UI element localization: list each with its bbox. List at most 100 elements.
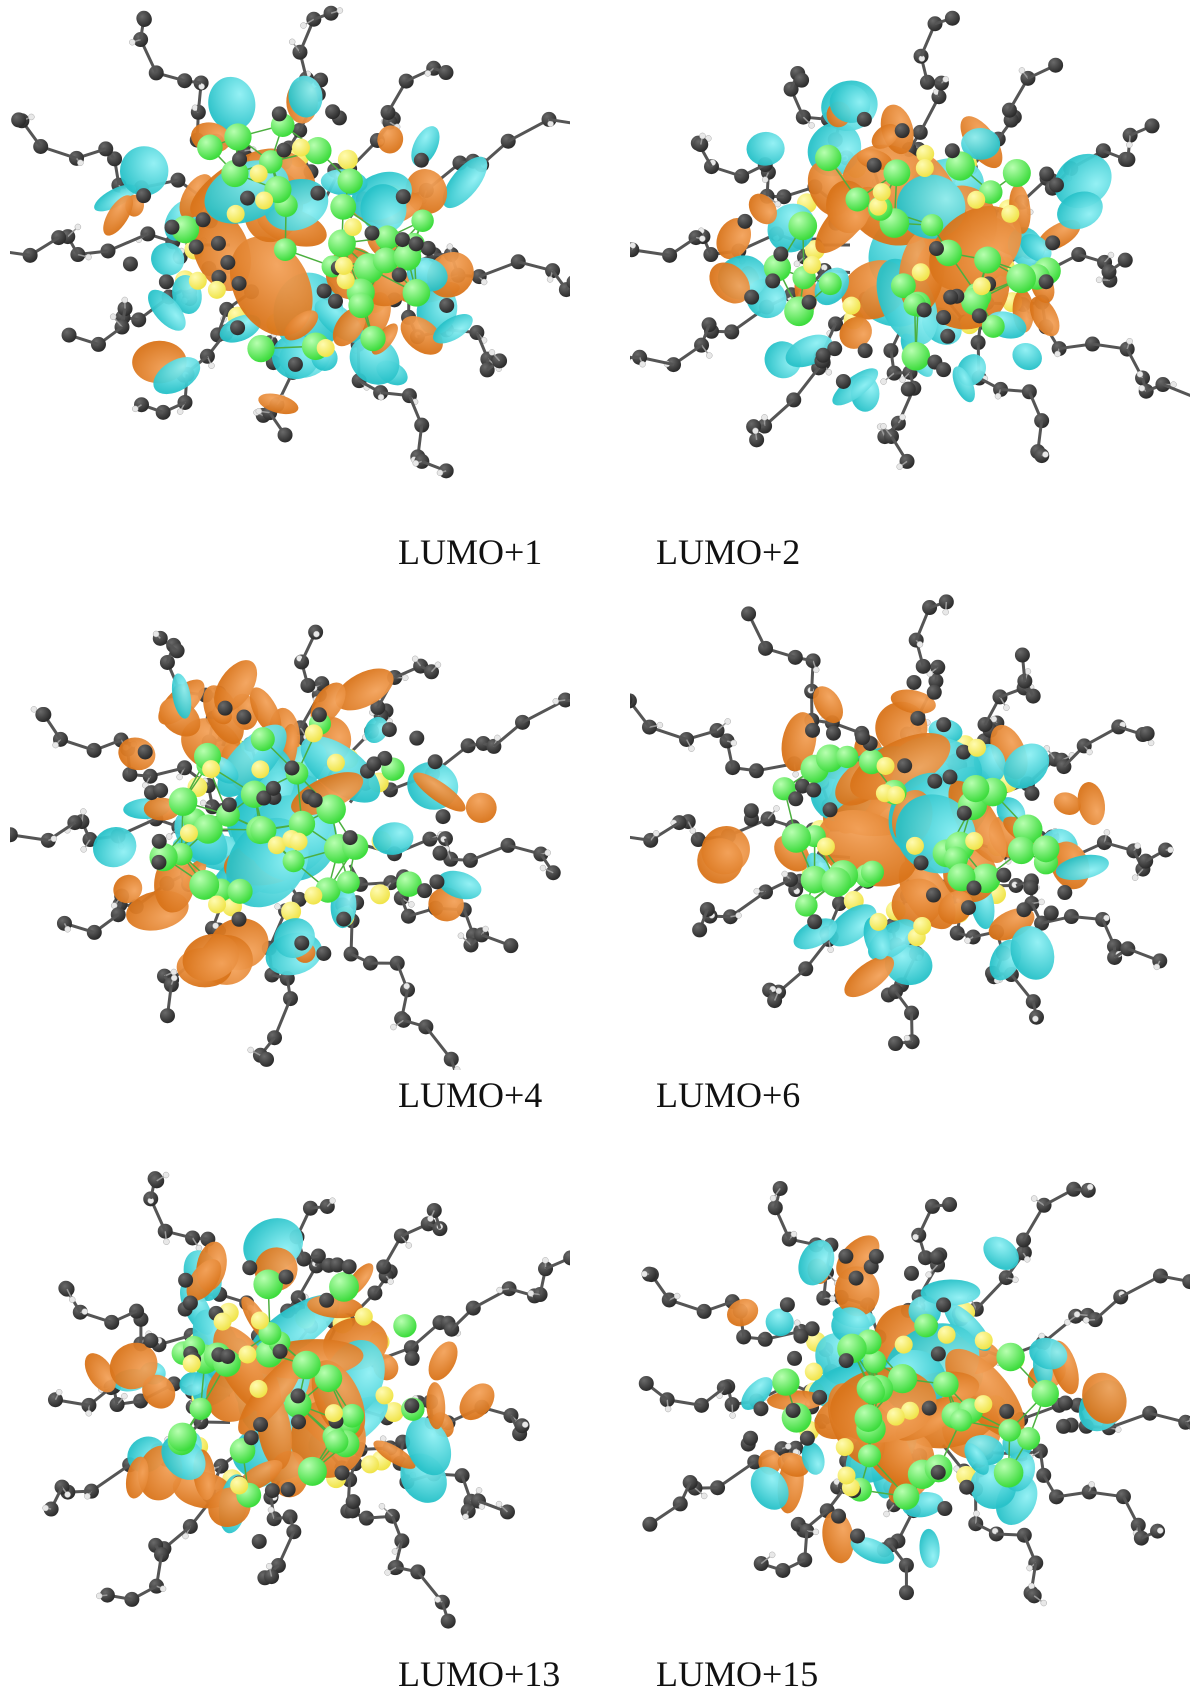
metal-atom <box>328 229 356 258</box>
metal-atom <box>282 850 305 873</box>
orbital-lobe <box>896 174 966 239</box>
hydrogen-atom <box>195 1244 203 1252</box>
carbon-atom <box>642 1516 658 1532</box>
hydrogen-atom <box>724 718 731 725</box>
hydrogen-atom <box>95 1592 103 1600</box>
sulfur-atom <box>188 271 207 290</box>
carbon-atom <box>35 707 51 723</box>
carbon-atom <box>251 1533 267 1549</box>
metal-atom <box>962 774 990 803</box>
carbon-atom <box>942 1197 958 1213</box>
sulfur-atom <box>334 256 353 275</box>
hydrogen-atom <box>402 674 409 682</box>
metal-atom <box>863 1350 887 1374</box>
metal-atom <box>860 1379 886 1405</box>
sulfur-atom <box>249 164 268 183</box>
carbon-atom <box>1024 785 1040 801</box>
hydrogen-atom <box>1038 898 1045 906</box>
hydrogen-atom <box>792 771 799 778</box>
carbon-atom <box>794 72 810 88</box>
orbital-lobe <box>767 1390 825 1411</box>
hydrogen-atom <box>883 1510 890 1518</box>
carbon-atom <box>926 887 942 903</box>
orbital-lobe <box>938 890 973 925</box>
hydrogen-atom <box>28 113 35 121</box>
sulfur-atom <box>326 753 345 772</box>
orbital-lobe <box>179 1372 206 1396</box>
hydrogen-atom <box>424 70 432 77</box>
orbital-lobe <box>373 1440 416 1469</box>
sulfur-atom <box>803 255 822 274</box>
sulfur-atom <box>835 1438 854 1457</box>
carbon-atom <box>1032 1443 1048 1459</box>
orbital-image-lumo-plus-4 <box>10 590 570 1070</box>
hydrogen-atom <box>121 1392 128 1400</box>
carbon-atom <box>394 1533 410 1549</box>
carbon-atom <box>566 275 570 289</box>
hydrogen-atom <box>790 1230 798 1238</box>
carbon-atom <box>936 1297 952 1313</box>
hydrogen-atom <box>1095 276 1103 284</box>
hydrogen-atom <box>405 1242 413 1249</box>
orbital-lobe <box>832 368 879 406</box>
carbon-atom <box>329 1257 345 1273</box>
carbon-atom <box>1182 1274 1190 1290</box>
orbital-lobe <box>750 1466 789 1510</box>
carbon-atom <box>1025 994 1041 1010</box>
orbital-lobe <box>360 184 407 234</box>
sulfur-atom <box>289 832 308 851</box>
hydrogen-atom <box>689 827 697 835</box>
carbon-atom <box>188 239 204 255</box>
sulfur-atom <box>915 159 934 178</box>
carbon-atom <box>748 763 764 779</box>
hydrogen-atom <box>942 608 949 616</box>
orbital-image-lumo-plus-1 <box>10 5 570 485</box>
hydrogen-atom <box>1103 829 1111 836</box>
metal-atom <box>1002 158 1031 188</box>
hydrogen-atom <box>84 1493 91 1500</box>
carbon-atom <box>940 328 956 344</box>
sulfur-atom <box>250 1311 269 1330</box>
sulfur-atom <box>886 1407 905 1426</box>
sulfur-atom <box>207 280 226 299</box>
sulfur-atom <box>267 836 286 855</box>
hydrogen-atom <box>775 987 782 995</box>
carbon-atom <box>230 320 246 336</box>
metal-atom <box>250 727 275 752</box>
sulfur-atom <box>911 263 930 282</box>
carbon-atom <box>703 247 719 263</box>
orbital-lobe <box>741 1377 773 1410</box>
carbon-atom <box>737 213 753 229</box>
metal-atom <box>1012 814 1043 845</box>
hydrogen-atom <box>1073 1311 1081 1318</box>
hydrogen-atom <box>1086 748 1093 756</box>
sulfur-atom <box>869 197 888 216</box>
sulfur-atom <box>238 1345 257 1364</box>
metal-atom <box>795 894 818 917</box>
hydrogen-atom <box>408 901 415 908</box>
hydrogen-atom <box>926 670 934 677</box>
hydrogen-atom <box>64 926 71 933</box>
carbon-atom <box>388 1559 404 1575</box>
carbon-atom <box>805 722 821 738</box>
metal-atom <box>337 168 363 194</box>
carbon-atom <box>316 945 332 961</box>
hydrogen-atom <box>403 982 410 990</box>
carbon-atom <box>1095 143 1111 159</box>
sulfur-atom <box>972 277 991 296</box>
carbon-atom <box>773 246 789 262</box>
carbon-atom <box>242 1260 258 1276</box>
hydrogen-atom <box>109 313 117 320</box>
carbon-atom <box>515 714 531 730</box>
sulfur-atom <box>255 191 274 210</box>
carbon-atom <box>136 188 152 204</box>
orbital-lobe <box>709 262 750 304</box>
hydrogen-atom <box>457 932 465 939</box>
carbon-atom <box>151 854 167 870</box>
orbital-lobe <box>214 660 258 713</box>
carbon-atom <box>825 725 841 741</box>
hydrogen-atom <box>706 352 713 359</box>
hydrogen-atom <box>639 360 646 368</box>
orbital-lobe <box>871 124 899 149</box>
sulfur-atom <box>1001 204 1020 223</box>
